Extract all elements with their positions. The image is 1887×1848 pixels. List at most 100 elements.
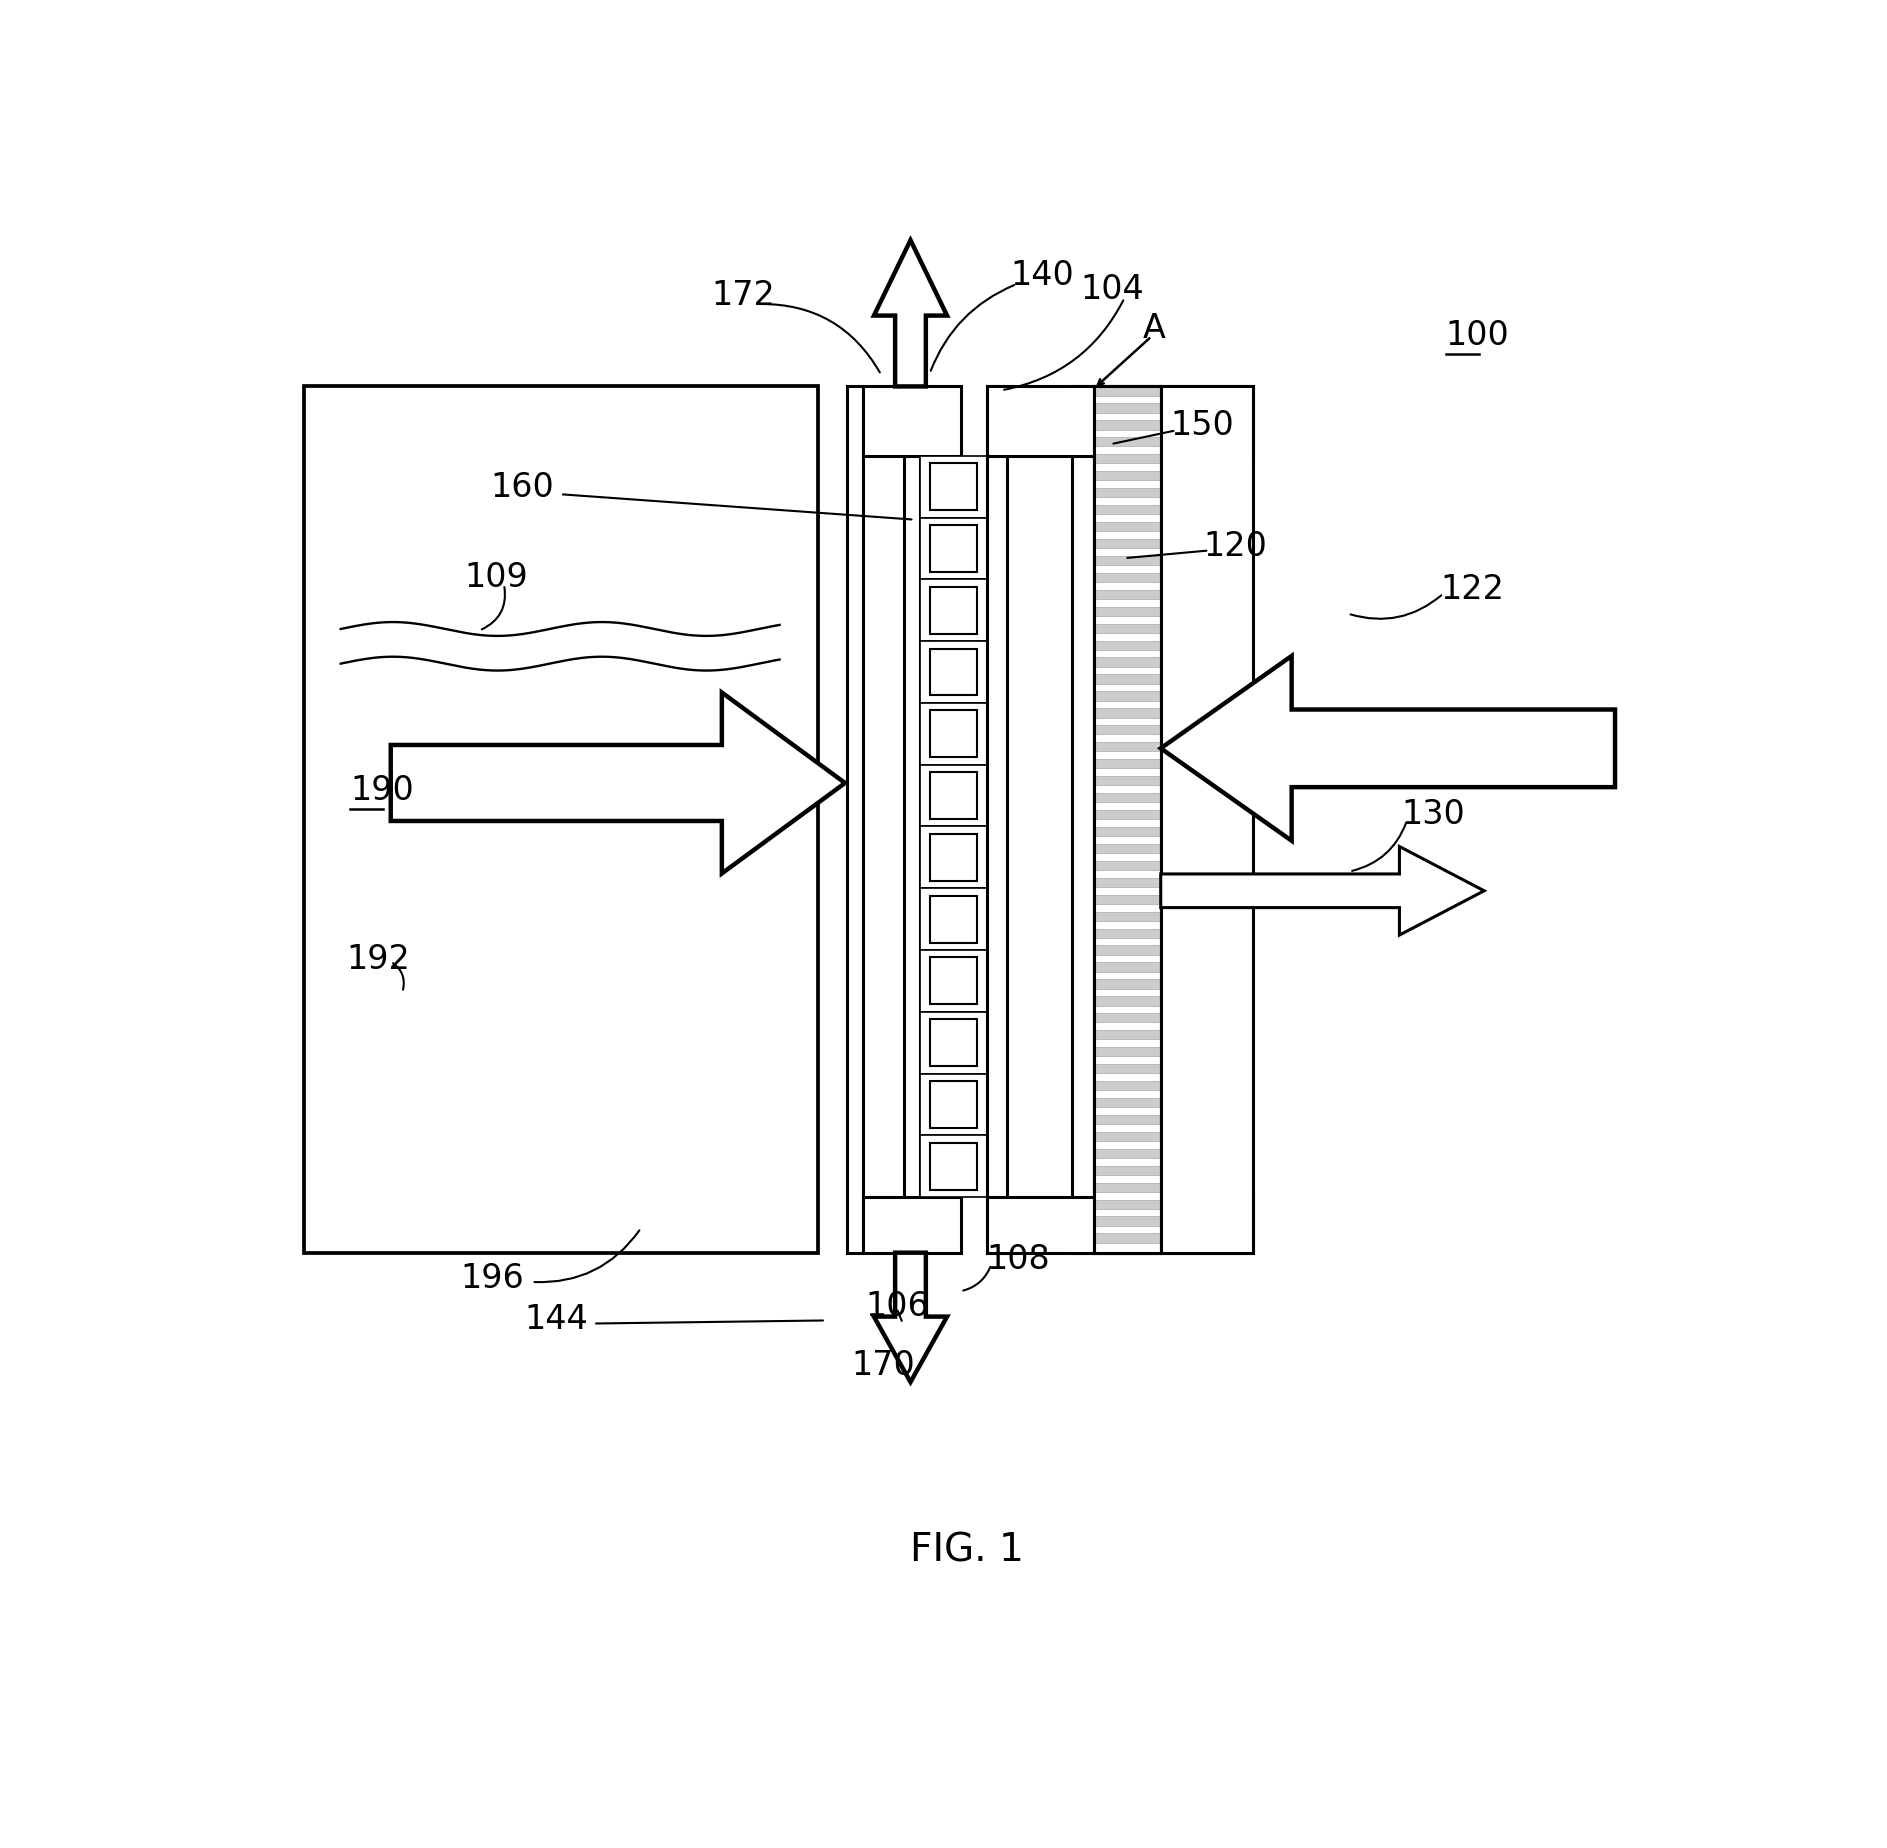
Polygon shape <box>874 1253 947 1382</box>
Bar <box>1094 438 1161 447</box>
Text: 104: 104 <box>1079 274 1144 307</box>
Bar <box>930 711 977 758</box>
Bar <box>919 1137 987 1198</box>
Bar <box>919 1074 987 1137</box>
Text: 192: 192 <box>347 942 411 976</box>
Bar <box>1094 760 1161 769</box>
Bar <box>930 525 977 573</box>
Polygon shape <box>874 240 947 388</box>
Bar <box>862 1198 960 1253</box>
Bar <box>919 1013 987 1074</box>
Text: 120: 120 <box>1204 530 1266 564</box>
Bar <box>1094 845 1161 854</box>
Text: 172: 172 <box>711 279 776 312</box>
Bar <box>930 957 977 1005</box>
Bar <box>1094 691 1161 700</box>
Bar <box>987 388 1253 456</box>
Bar <box>1094 743 1161 752</box>
Bar <box>1094 388 1161 1253</box>
Bar <box>1094 1133 1161 1142</box>
Bar <box>904 388 919 1253</box>
Bar <box>1094 1216 1161 1225</box>
Bar <box>1094 1064 1161 1074</box>
Text: 170: 170 <box>851 1347 915 1380</box>
Bar <box>1094 1048 1161 1057</box>
Bar <box>1094 1098 1161 1107</box>
Bar <box>930 1020 977 1066</box>
Bar <box>987 388 1008 1253</box>
Bar <box>919 765 987 828</box>
Bar <box>1094 523 1161 532</box>
Bar <box>1094 811 1161 821</box>
Polygon shape <box>1161 846 1485 935</box>
Bar <box>1094 1199 1161 1209</box>
Bar <box>1094 1183 1161 1192</box>
Text: 108: 108 <box>985 1242 1049 1275</box>
Bar <box>1094 793 1161 802</box>
Bar <box>1094 608 1161 617</box>
Bar <box>919 641 987 704</box>
Text: 150: 150 <box>1170 408 1234 442</box>
Bar <box>919 580 987 641</box>
Bar <box>304 388 819 1253</box>
Bar <box>847 388 862 1253</box>
Bar <box>1094 726 1161 736</box>
Bar <box>1094 490 1161 499</box>
Bar <box>1094 506 1161 516</box>
Bar <box>862 388 960 456</box>
Bar <box>1094 471 1161 480</box>
Text: 106: 106 <box>866 1288 930 1321</box>
Bar <box>1094 996 1161 1005</box>
Bar <box>1094 710 1161 719</box>
Bar <box>930 1081 977 1129</box>
Bar <box>1094 878 1161 887</box>
Text: 130: 130 <box>1402 798 1466 832</box>
Bar <box>1094 1031 1161 1040</box>
Bar <box>1094 455 1161 464</box>
Text: A: A <box>1144 312 1166 344</box>
Bar <box>930 588 977 634</box>
Text: 100: 100 <box>1445 320 1510 353</box>
Bar <box>1094 658 1161 667</box>
Bar <box>919 889 987 950</box>
Bar <box>1094 828 1161 837</box>
Bar <box>930 464 977 510</box>
Bar <box>1094 641 1161 650</box>
Bar <box>1094 556 1161 565</box>
Bar <box>930 896 977 942</box>
Bar <box>987 1198 1253 1253</box>
Text: 122: 122 <box>1440 573 1504 606</box>
Bar <box>919 517 987 580</box>
Bar <box>1161 388 1253 1253</box>
Bar <box>1094 861 1161 870</box>
Bar <box>930 649 977 697</box>
Text: 140: 140 <box>1011 259 1074 292</box>
Polygon shape <box>391 693 845 874</box>
Bar <box>1094 979 1161 989</box>
Text: 160: 160 <box>491 471 555 505</box>
Text: 144: 144 <box>525 1303 587 1334</box>
Bar <box>1094 590 1161 599</box>
Bar <box>919 828 987 889</box>
Bar <box>1094 573 1161 582</box>
Bar <box>1094 946 1161 955</box>
Text: 109: 109 <box>464 560 528 593</box>
Bar <box>1094 1234 1161 1244</box>
Bar <box>1094 1166 1161 1175</box>
Polygon shape <box>1161 656 1615 841</box>
Bar <box>1094 405 1161 414</box>
Bar <box>919 456 987 517</box>
Bar <box>930 772 977 821</box>
Bar <box>919 950 987 1013</box>
Bar <box>1094 388 1161 397</box>
Bar <box>1094 540 1161 549</box>
Bar <box>1094 1015 1161 1024</box>
Bar <box>1094 1081 1161 1090</box>
Text: FIG. 1: FIG. 1 <box>910 1530 1025 1569</box>
Bar <box>1094 913 1161 922</box>
Bar <box>930 1144 977 1190</box>
Bar <box>1094 894 1161 904</box>
Bar <box>1072 388 1094 1253</box>
Bar <box>1094 963 1161 972</box>
Bar <box>1094 675 1161 684</box>
